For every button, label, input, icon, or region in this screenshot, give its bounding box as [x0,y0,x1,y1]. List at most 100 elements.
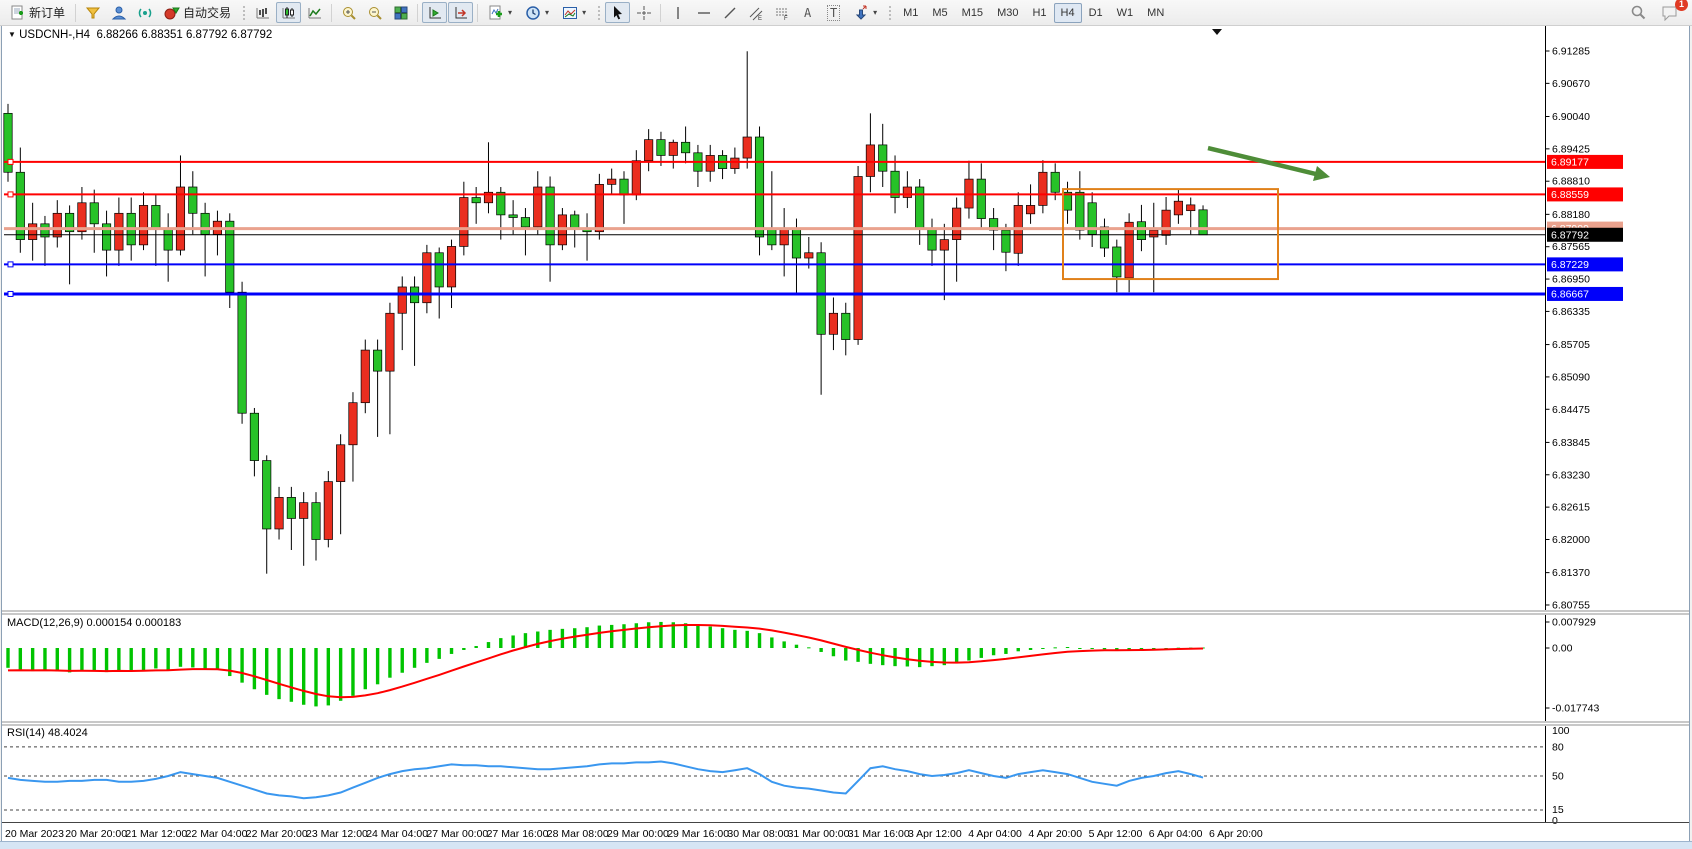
cursor-button[interactable] [605,2,631,23]
equidistant-channel-icon: E [748,5,764,22]
candle-body [77,202,87,233]
timeframe-button-M5[interactable]: M5 [932,6,948,19]
macd-histogram-bar [917,648,922,668]
indicators-icon [488,5,504,21]
candle-body [742,136,752,159]
macd-histogram-bar [425,648,429,663]
macd-histogram-bar [215,648,220,670]
text-tool-button[interactable]: A [795,2,820,23]
candle-body [200,212,210,235]
candle-body [804,252,814,259]
candle-body [422,252,432,304]
periods-button[interactable]: ▾ [519,2,555,23]
time-tick-label: 29 Mar 00:00 [607,828,669,840]
candle-body [607,178,617,185]
indicators-button[interactable]: ▾ [482,2,518,23]
tile-windows-button[interactable] [388,2,413,23]
time-tick-label: 28 Mar 08:00 [547,828,609,840]
vertical-line-tool-button[interactable] [665,2,690,23]
channel-tool-button[interactable]: E [743,2,768,23]
macd-histogram-bar [696,624,700,648]
macd-histogram-bar [449,648,454,654]
price-badge [1547,187,1623,202]
arrows-tool-button[interactable]: ▾ [847,2,883,23]
timeframe-button-M15[interactable]: M15 [961,6,984,19]
new-order-button[interactable]: 新订单 [4,2,71,23]
chat-button[interactable]: 1 [1657,0,1688,23]
macd-histogram-bar [979,648,983,658]
timeframe-button-H1[interactable]: H1 [1032,6,1047,19]
line-anchor-handle[interactable] [7,191,14,198]
chevron-down-icon: ▾ [582,8,587,17]
search-button[interactable] [1626,2,1651,23]
macd-histogram-bar [585,627,589,648]
chart-shift-button[interactable] [448,2,474,23]
timeframe-button-M30[interactable]: M30 [997,6,1019,19]
macd-histogram-bar [178,648,183,667]
candle-body [545,186,555,246]
candle-body [767,228,777,246]
price-tick-label: 6.91285 [1552,46,1590,58]
auto-trading-button[interactable]: 自动交易 [158,2,237,23]
macd-histogram-bar [18,648,23,670]
text-label-tool-button[interactable]: T [821,2,846,23]
candle-body [1198,209,1208,236]
candlestick-chart-button[interactable] [276,2,302,23]
candle-body [841,312,851,340]
profile-button[interactable] [106,2,131,23]
timeframe-button-H4[interactable]: H4 [1053,2,1082,23]
candle-body [1001,229,1011,253]
macd-histogram-bar [1053,647,1057,649]
zoom-out-button[interactable] [362,2,387,23]
price-badge [1547,257,1623,272]
macd-histogram-bar [437,648,441,659]
macd-histogram-bar [277,648,281,700]
timeframe-button-MN[interactable]: MN [1147,6,1165,19]
line-anchor-handle[interactable] [7,290,14,297]
trendline-tool-button[interactable] [717,2,742,23]
crosshair-button[interactable] [631,2,656,23]
horizontal-line-tool-button[interactable] [691,2,716,23]
line-anchor-handle[interactable] [7,158,14,165]
line-anchor-handle[interactable] [7,261,14,268]
macd-histogram-bar [1065,647,1070,649]
price-tick-label: 6.83845 [1552,437,1590,449]
candle-body [249,412,259,461]
macd-histogram-bar [240,648,244,683]
scroll-to-end-marker[interactable] [1212,29,1222,35]
consolidation-rectangle-annotation[interactable] [1062,188,1279,281]
templates-button[interactable]: ▾ [556,2,592,23]
signal-button[interactable] [132,2,157,23]
macd-histogram-bar [745,630,749,648]
candle-body [102,223,112,251]
macd-histogram-bar [166,648,170,670]
macd-histogram-bar [967,648,971,661]
rsi-tick-label: 50 [1552,771,1564,783]
toolbar-separator [331,3,333,22]
macd-histogram-bar [1078,648,1082,649]
macd-histogram-bar [794,644,799,648]
macd-histogram-bar [154,648,158,669]
candle-body [138,205,149,246]
timeframe-button-W1[interactable]: W1 [1116,6,1134,19]
timeframe-button-D1[interactable]: D1 [1088,6,1103,19]
price-tick-label: 6.84475 [1552,404,1590,416]
trend-arrow-annotation[interactable] [1207,145,1317,177]
line-chart-button[interactable] [302,2,327,23]
candle-body [360,349,370,404]
candle-body [533,186,543,228]
zoom-in-button[interactable] [336,2,361,23]
rsi-indicator-label: RSI(14) 48.4024 [7,727,88,739]
fibonacci-tool-button[interactable]: F [769,2,794,23]
symbol-dropdown-icon[interactable]: ▼ [8,30,16,39]
trendline-icon [722,5,738,21]
auto-scroll-button[interactable] [422,2,448,23]
timeframe-button-M1[interactable]: M1 [903,6,919,19]
bar-chart-button[interactable] [250,2,275,23]
price-axis[interactable]: 6.91285 6.90670 6.90040 6.89425 6.88810 6.881… [1545,26,1624,611]
cursor-icon [610,5,626,21]
funnel-button[interactable] [80,2,105,23]
candle-body [828,312,838,335]
